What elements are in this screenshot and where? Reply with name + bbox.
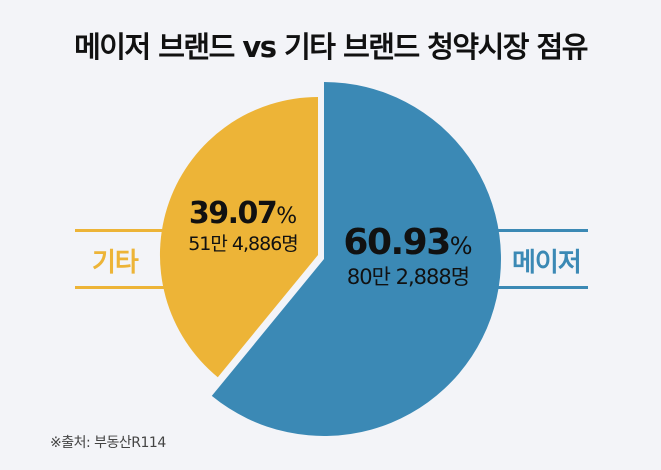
other-label-line-bottom [75, 286, 167, 289]
major-label-line-bottom [498, 286, 588, 289]
major-percent: 60.93 [343, 222, 451, 263]
major-percent-unit: % [449, 232, 473, 260]
legend-label-other: 기타 [92, 248, 139, 278]
legend-label-major: 메이저 [512, 248, 582, 278]
major-value-label: 60.93% 80만 2,888명 [328, 222, 488, 291]
other-count: 51만 4,886명 [188, 233, 299, 255]
source-note: ※출처: 부동산R114 [50, 435, 166, 451]
major-label-line-top [496, 229, 588, 232]
other-percent-unit: % [276, 204, 298, 229]
other-value-label: 39.07% 51만 4,886명 [168, 196, 318, 256]
pie-slice-other[interactable] [159, 97, 318, 378]
major-count: 80만 2,888명 [346, 265, 470, 289]
pie-slice-major[interactable] [211, 82, 501, 436]
other-label-line-top [75, 229, 171, 232]
chart-title: 메이저 브랜드 vs 기타 브랜드 청약시장 점유 [74, 30, 588, 64]
other-percent: 39.07 [188, 196, 278, 231]
